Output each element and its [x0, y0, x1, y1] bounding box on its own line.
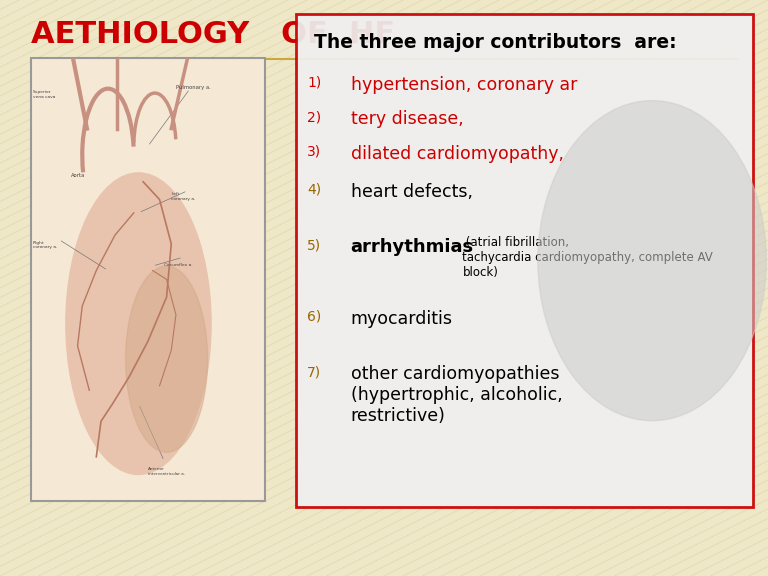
- Text: AETHIOLOGY   OF  HF: AETHIOLOGY OF HF: [31, 20, 395, 49]
- FancyBboxPatch shape: [296, 14, 753, 507]
- FancyBboxPatch shape: [31, 58, 265, 501]
- Ellipse shape: [538, 101, 766, 420]
